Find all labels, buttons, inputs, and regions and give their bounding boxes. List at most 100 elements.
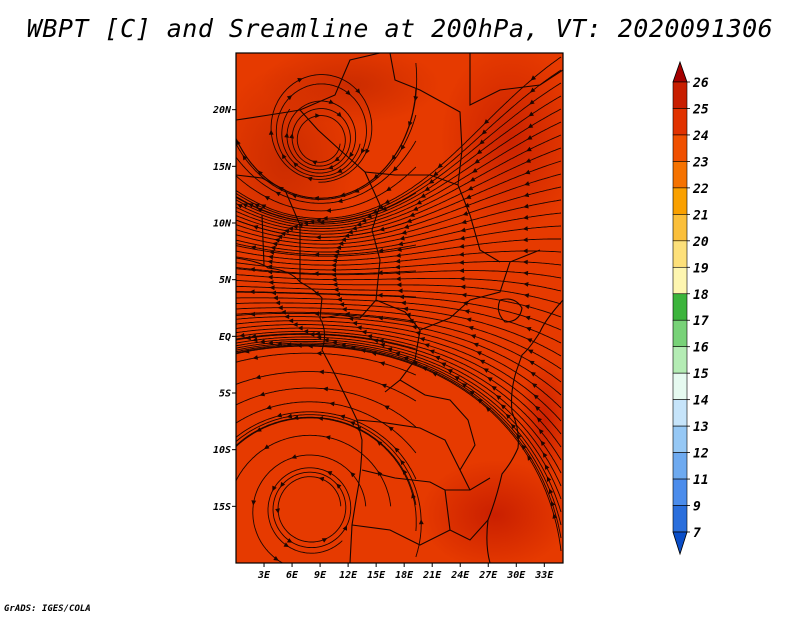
x-tick-label: 30E	[506, 570, 526, 581]
streamline-arrow	[371, 351, 377, 356]
streamline-arrow	[396, 247, 402, 252]
colorbar-segment	[672, 319, 688, 348]
colorbar-label: 14	[693, 394, 709, 409]
streamline-arrow	[394, 351, 401, 357]
streamline-arrow	[459, 243, 465, 249]
streamline-arrow	[361, 329, 367, 335]
streamline-arrow	[530, 75, 537, 81]
streamline-arrow	[288, 318, 294, 324]
border-f	[375, 299, 421, 393]
streamline-arrow	[542, 452, 548, 458]
streamline-arrow	[500, 404, 507, 410]
streamline-arrow	[419, 336, 426, 342]
streamline-arrow	[314, 311, 320, 317]
colorbar-segment	[672, 266, 688, 295]
streamline-arrow	[459, 268, 465, 274]
streamline	[236, 417, 417, 532]
border-l	[444, 489, 489, 541]
streamline-arrow	[268, 129, 274, 135]
y-tick-label: 10S	[213, 445, 231, 456]
streamline-arrow	[269, 250, 275, 255]
streamline-arrow	[440, 362, 447, 367]
streamline-arrow	[418, 519, 424, 525]
streamline	[236, 267, 416, 275]
streamline-arrow	[552, 513, 558, 519]
streamline-arrow	[361, 218, 367, 223]
streamline-arrow	[472, 168, 478, 173]
streamline-arrow	[255, 374, 261, 380]
streamline-arrow	[401, 230, 407, 235]
streamline-arrow	[395, 253, 401, 258]
streamline	[236, 333, 562, 461]
border-b	[299, 109, 381, 231]
plot-frame	[235, 52, 564, 564]
streamline-arrow	[476, 351, 482, 356]
streamline-arrow	[495, 395, 502, 400]
border-a	[236, 53, 381, 121]
streamline-arrow	[516, 433, 522, 440]
colorbar-label: 22	[692, 182, 709, 197]
streamline-arrow	[284, 228, 290, 234]
streamline-arrow	[319, 220, 325, 225]
streamline-arrow	[278, 186, 284, 192]
streamline-arrow	[379, 226, 385, 232]
streamline-arrow	[275, 508, 280, 514]
border-c	[389, 53, 463, 186]
streamline-arrow	[252, 355, 259, 360]
streamline	[270, 74, 373, 183]
streamline	[236, 342, 562, 513]
streamline-arrow	[286, 95, 293, 101]
streamline-arrow	[328, 99, 335, 104]
x-tick-label: 21E	[422, 570, 442, 581]
streamline-arrow	[483, 368, 489, 373]
streamline-arrow	[461, 219, 467, 225]
border-m	[351, 524, 451, 546]
streamline-arrow	[335, 292, 341, 298]
streamline-arrow	[251, 333, 257, 339]
x-tick-label: 33E	[534, 570, 554, 581]
streamline-arrow	[432, 372, 438, 377]
streamline-arrow	[461, 383, 468, 388]
streamline-arrow	[264, 444, 270, 450]
streamline-arrow	[249, 267, 255, 272]
streamline-arrow	[377, 315, 384, 321]
streamline	[236, 387, 417, 428]
streamline-arrow	[474, 158, 480, 164]
colorbar-label: 25	[692, 102, 709, 117]
streamline-arrow	[420, 193, 426, 198]
streamline-arrow	[331, 267, 337, 273]
streamline-arrow	[336, 168, 343, 173]
streamline-arrow	[416, 199, 422, 205]
colorbar-segment	[672, 81, 688, 109]
streamline-arrow	[292, 224, 298, 230]
streamline-arrow	[336, 111, 342, 118]
streamline-arrow	[467, 185, 474, 191]
streamline-arrow	[366, 213, 372, 219]
streamline-arrow	[523, 192, 530, 198]
streamline	[236, 414, 422, 558]
streamline-arrow	[254, 203, 260, 209]
streamline-arrow	[491, 385, 497, 391]
streamline-arrow	[487, 377, 493, 382]
streamline-arrow	[250, 311, 256, 317]
streamline-arrow	[458, 260, 464, 265]
streamline	[236, 302, 562, 357]
streamline-arrow	[297, 78, 303, 83]
streamline-arrow	[273, 555, 279, 561]
streamline-arrow	[268, 254, 274, 260]
border-k	[469, 53, 563, 106]
streamline-arrow	[378, 338, 384, 344]
streamline-arrow	[286, 538, 293, 543]
streamline	[236, 243, 416, 256]
streamline-arrow	[259, 339, 265, 344]
streamline	[236, 121, 562, 230]
streamline-arrow	[303, 328, 309, 334]
streamline-arrow	[336, 483, 342, 489]
streamline-arrow	[352, 320, 358, 326]
y-tick-label: 15S	[213, 502, 231, 513]
streamline-arrow	[257, 208, 263, 213]
streamline-arrow	[377, 292, 383, 298]
streamline-arrow	[465, 194, 472, 199]
streamline-arrow	[400, 144, 406, 151]
streamline-arrow	[244, 348, 250, 354]
